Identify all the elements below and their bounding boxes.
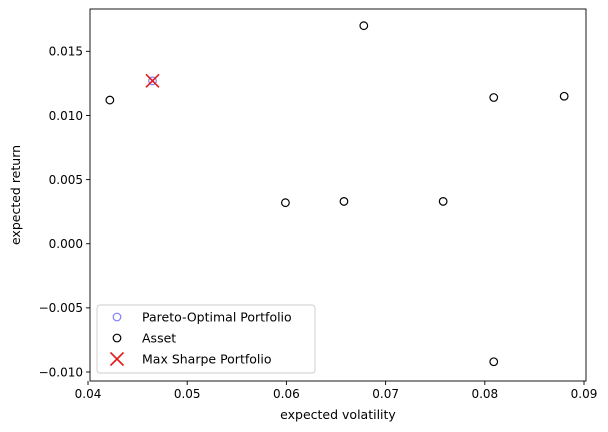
plot-marks (105, 21, 569, 367)
asset-point (105, 95, 115, 105)
asset-point (339, 197, 349, 206)
asset-point (559, 91, 569, 101)
y-tick-label: 0.005 (49, 173, 83, 187)
x-axis-label: expected volatility (280, 407, 396, 422)
y-axis-label: expected return (8, 145, 23, 245)
y-tick-label: 0.015 (49, 45, 83, 59)
asset-point (489, 93, 499, 102)
asset-point (359, 21, 369, 31)
legend-marker (112, 312, 122, 322)
asset-point (489, 357, 499, 367)
legend-box (96, 304, 316, 374)
legend-marker (112, 333, 122, 343)
x-tick-label: 0.08 (471, 387, 498, 401)
legend-label: Pareto-Optimal Portfolio (142, 310, 292, 325)
legend-label: Max Sharpe Portfolio (142, 352, 272, 367)
x-tick-label: 0.04 (75, 387, 102, 401)
x-tick-label: 0.05 (174, 387, 201, 401)
legend: Pareto-Optimal Portfolio Asset Max Sharpe … (96, 304, 316, 374)
x-tick-label: 0.06 (273, 387, 300, 401)
plot-frame (89, 8, 587, 382)
y-tick-label: −0.005 (39, 301, 83, 315)
x-tick-label: 0.09 (571, 387, 598, 401)
legend-marker (109, 351, 125, 367)
x-tick-label: 0.07 (372, 387, 399, 401)
y-tick-label: 0.000 (49, 237, 83, 251)
y-tick-label: 0.010 (49, 109, 83, 123)
y-axis: −0.010 −0.005 0.000 0.005 0.010 0.015 (39, 45, 90, 379)
asset-point (438, 197, 448, 206)
legend-label: Asset (142, 331, 176, 346)
x-axis: 0.04 0.05 0.06 0.07 0.08 0.09 (75, 381, 598, 401)
y-tick-label: −0.010 (39, 365, 83, 379)
max-sharpe-marker (145, 73, 160, 88)
pareto-portfolio-point (148, 76, 157, 86)
asset-point (281, 198, 290, 208)
